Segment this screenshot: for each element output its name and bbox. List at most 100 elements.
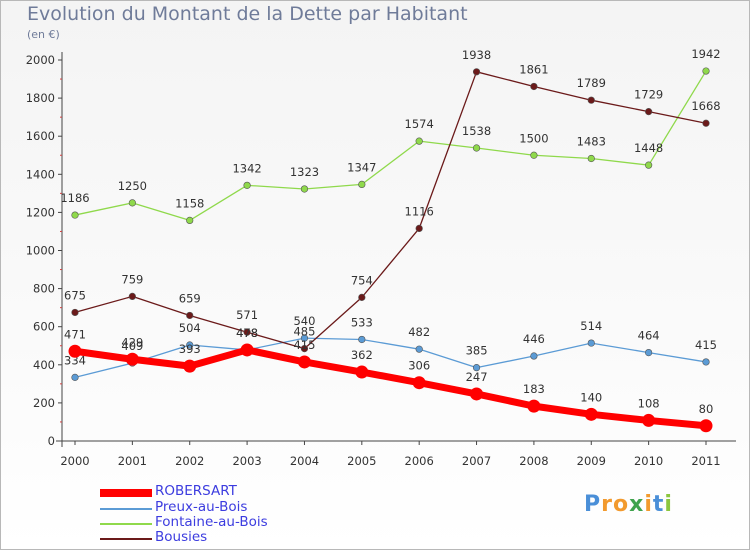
data-point [415,345,423,353]
data-point [587,154,595,163]
data-point [702,119,710,127]
logo-letter: t [652,492,665,517]
data-label: 482 [408,325,430,339]
series-line-bousies [74,71,707,350]
data-point [702,67,710,75]
data-label: 659 [179,291,201,305]
legend-label: Fontaine-au-Bois [155,514,268,530]
data-point [186,216,194,225]
data-label: 1861 [519,62,548,76]
data-label: 1342 [232,161,261,175]
data-label: 247 [466,370,488,384]
data-point [645,161,653,169]
y-tick-label: 0 [48,434,55,448]
data-label: 533 [351,315,373,329]
series-line-fontaine-au-bois [74,70,707,222]
data-point [645,108,653,116]
legend-item-fontaine-au-bois: Fontaine-au-Bois [100,514,360,532]
data-label: 1347 [347,160,376,174]
data-label: 1323 [290,165,319,179]
x-tick-label: 2000 [60,454,89,468]
data-label: 393 [179,342,201,356]
logo-letter: x [629,492,645,517]
data-point [128,199,136,207]
legend-swatch [100,508,152,510]
y-tick-label: 1800 [26,91,55,105]
x-tick-label: 2006 [405,454,434,468]
data-label: 108 [638,396,660,410]
data-point [587,96,595,104]
y-tick-label: 2000 [26,53,55,67]
data-point [243,328,251,336]
data-label: 1668 [691,99,720,113]
data-label: 1483 [577,134,606,148]
series-line-robersart [71,346,710,430]
data-point [300,334,309,342]
data-point [412,376,426,390]
x-tick-label: 2004 [290,454,319,468]
data-label: 409 [121,339,143,353]
data-label: 504 [179,321,201,335]
data-label: 1789 [577,76,606,90]
data-point [642,413,656,427]
data-label: 306 [408,359,430,373]
data-point [297,355,311,369]
data-label: 1158 [175,196,204,210]
data-label: 571 [236,308,258,322]
data-label: 80 [699,402,714,416]
data-point [472,68,481,76]
chart-subtitle: (en €) [27,28,60,41]
data-point [472,364,481,372]
data-label: 1500 [519,131,548,145]
x-tick-label: 2007 [462,454,491,468]
data-point [71,211,79,219]
x-tick-label: 2008 [519,454,548,468]
x-tick-label: 2011 [691,454,720,468]
data-point [358,180,366,188]
legend-item-bousies: Bousies [100,529,360,547]
data-label: 429 [121,335,143,349]
y-tick-label: 800 [33,282,55,296]
data-point [472,144,481,152]
y-tick-label: 1200 [26,205,55,219]
y-tick-label: 1600 [26,129,55,143]
data-point [358,335,366,344]
data-point [68,344,82,358]
legend-swatch [100,489,152,497]
x-tick-label: 2010 [634,454,663,468]
data-point [645,349,653,357]
x-tick-label: 2002 [175,454,204,468]
data-point [470,387,484,401]
legend-label: Preux-au-Bois [155,499,248,515]
x-tick-label: 2005 [347,454,376,468]
y-tick-label: 200 [33,396,55,410]
proxiti-logo: Proxiti [584,492,673,517]
data-label: 183 [523,382,545,396]
data-point [71,373,79,381]
data-point [186,311,194,320]
data-point [183,359,197,373]
data-point [530,352,538,360]
data-label: 675 [64,288,86,302]
data-label: 415 [293,338,315,352]
data-point [530,82,538,91]
data-label: 1574 [405,117,434,131]
x-tick-label: 2009 [577,454,606,468]
data-point [128,292,136,301]
y-tick-label: 600 [33,320,55,334]
y-tick-label: 1000 [26,244,55,258]
data-point [355,365,369,379]
data-point [415,137,423,145]
legend-item-robersart: ROBERSART [100,483,360,501]
legend-swatch [100,523,152,525]
data-label: 385 [466,344,488,358]
data-point [358,293,366,301]
data-label: 471 [64,327,86,341]
data-label: 754 [351,273,373,287]
chart-title: Evolution du Montant de la Dette par Hab… [27,3,468,25]
data-label: 1448 [634,141,663,155]
data-point [530,151,538,159]
data-label: 362 [351,348,373,362]
